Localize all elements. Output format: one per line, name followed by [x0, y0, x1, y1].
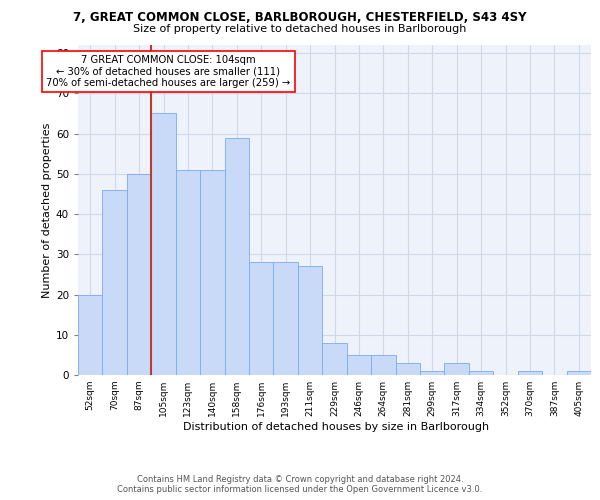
- Bar: [151, 114, 176, 375]
- Bar: [566, 371, 591, 375]
- Bar: [127, 174, 151, 375]
- Bar: [103, 190, 127, 375]
- Bar: [78, 294, 103, 375]
- Bar: [176, 170, 200, 375]
- Bar: [469, 371, 493, 375]
- Bar: [322, 343, 347, 375]
- Bar: [420, 371, 445, 375]
- Text: Size of property relative to detached houses in Barlborough: Size of property relative to detached ho…: [133, 24, 467, 34]
- Bar: [298, 266, 322, 375]
- Bar: [371, 355, 395, 375]
- Text: 7, GREAT COMMON CLOSE, BARLBOROUGH, CHESTERFIELD, S43 4SY: 7, GREAT COMMON CLOSE, BARLBOROUGH, CHES…: [73, 11, 527, 24]
- Text: 7 GREAT COMMON CLOSE: 104sqm
← 30% of detached houses are smaller (111)
70% of s: 7 GREAT COMMON CLOSE: 104sqm ← 30% of de…: [46, 55, 290, 88]
- Bar: [445, 363, 469, 375]
- Bar: [224, 138, 249, 375]
- Bar: [347, 355, 371, 375]
- Bar: [274, 262, 298, 375]
- Y-axis label: Number of detached properties: Number of detached properties: [41, 122, 52, 298]
- Text: Contains HM Land Registry data © Crown copyright and database right 2024.
Contai: Contains HM Land Registry data © Crown c…: [118, 475, 482, 494]
- Text: Distribution of detached houses by size in Barlborough: Distribution of detached houses by size …: [183, 422, 489, 432]
- Bar: [249, 262, 274, 375]
- Bar: [200, 170, 224, 375]
- Bar: [395, 363, 420, 375]
- Bar: [518, 371, 542, 375]
